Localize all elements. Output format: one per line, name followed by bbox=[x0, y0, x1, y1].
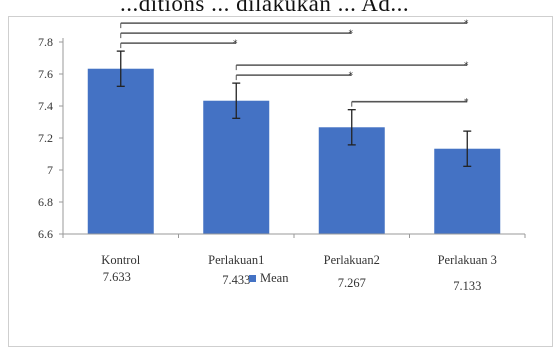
cropped-caption-text: ...ditions ... dilakukan ... Ad... bbox=[120, 0, 410, 16]
y-axis: 6.6 6.8 7 7.2 7.4 7.6 7.8 bbox=[38, 35, 64, 241]
bar bbox=[203, 100, 270, 234]
significance-star: * bbox=[464, 61, 469, 71]
x-value-label: 7.633 bbox=[103, 270, 131, 284]
legend: Mean bbox=[249, 271, 289, 285]
significance-star: * bbox=[233, 39, 238, 49]
bars bbox=[87, 68, 501, 234]
x-category-label: Perlakuan 3 bbox=[438, 253, 497, 267]
significance-star: * bbox=[464, 19, 469, 29]
y-tick-label: 7.6 bbox=[38, 67, 53, 81]
error-bars bbox=[116, 50, 472, 167]
y-tick-label: 6.6 bbox=[38, 227, 53, 241]
significance-star: * bbox=[464, 98, 469, 108]
y-tick-label: 7.8 bbox=[38, 35, 53, 49]
x-category-label: Perlakuan2 bbox=[324, 253, 380, 267]
y-tick-label: 7.4 bbox=[38, 99, 53, 113]
significance-star: * bbox=[349, 71, 354, 81]
x-value-label: 7.267 bbox=[338, 276, 366, 290]
x-category-label: Perlakuan1 bbox=[208, 253, 264, 267]
y-tick-label: 7.2 bbox=[38, 131, 53, 145]
significance-star: * bbox=[349, 29, 354, 39]
x-value-label: 7.433 bbox=[222, 273, 250, 287]
significance-brackets: * * * * * * bbox=[120, 19, 469, 108]
x-value-label: 7.133 bbox=[453, 279, 481, 293]
y-tick-label: 7 bbox=[47, 163, 53, 177]
legend-swatch bbox=[249, 275, 256, 282]
bar bbox=[87, 68, 154, 234]
x-axis: Kontrol 7.633 Perlakuan1 7.433 Perlakuan2 7.2… bbox=[62, 233, 526, 293]
y-tick-label: 6.8 bbox=[38, 195, 53, 209]
legend-label: Mean bbox=[260, 271, 289, 285]
x-category-label: Kontrol bbox=[101, 253, 140, 267]
